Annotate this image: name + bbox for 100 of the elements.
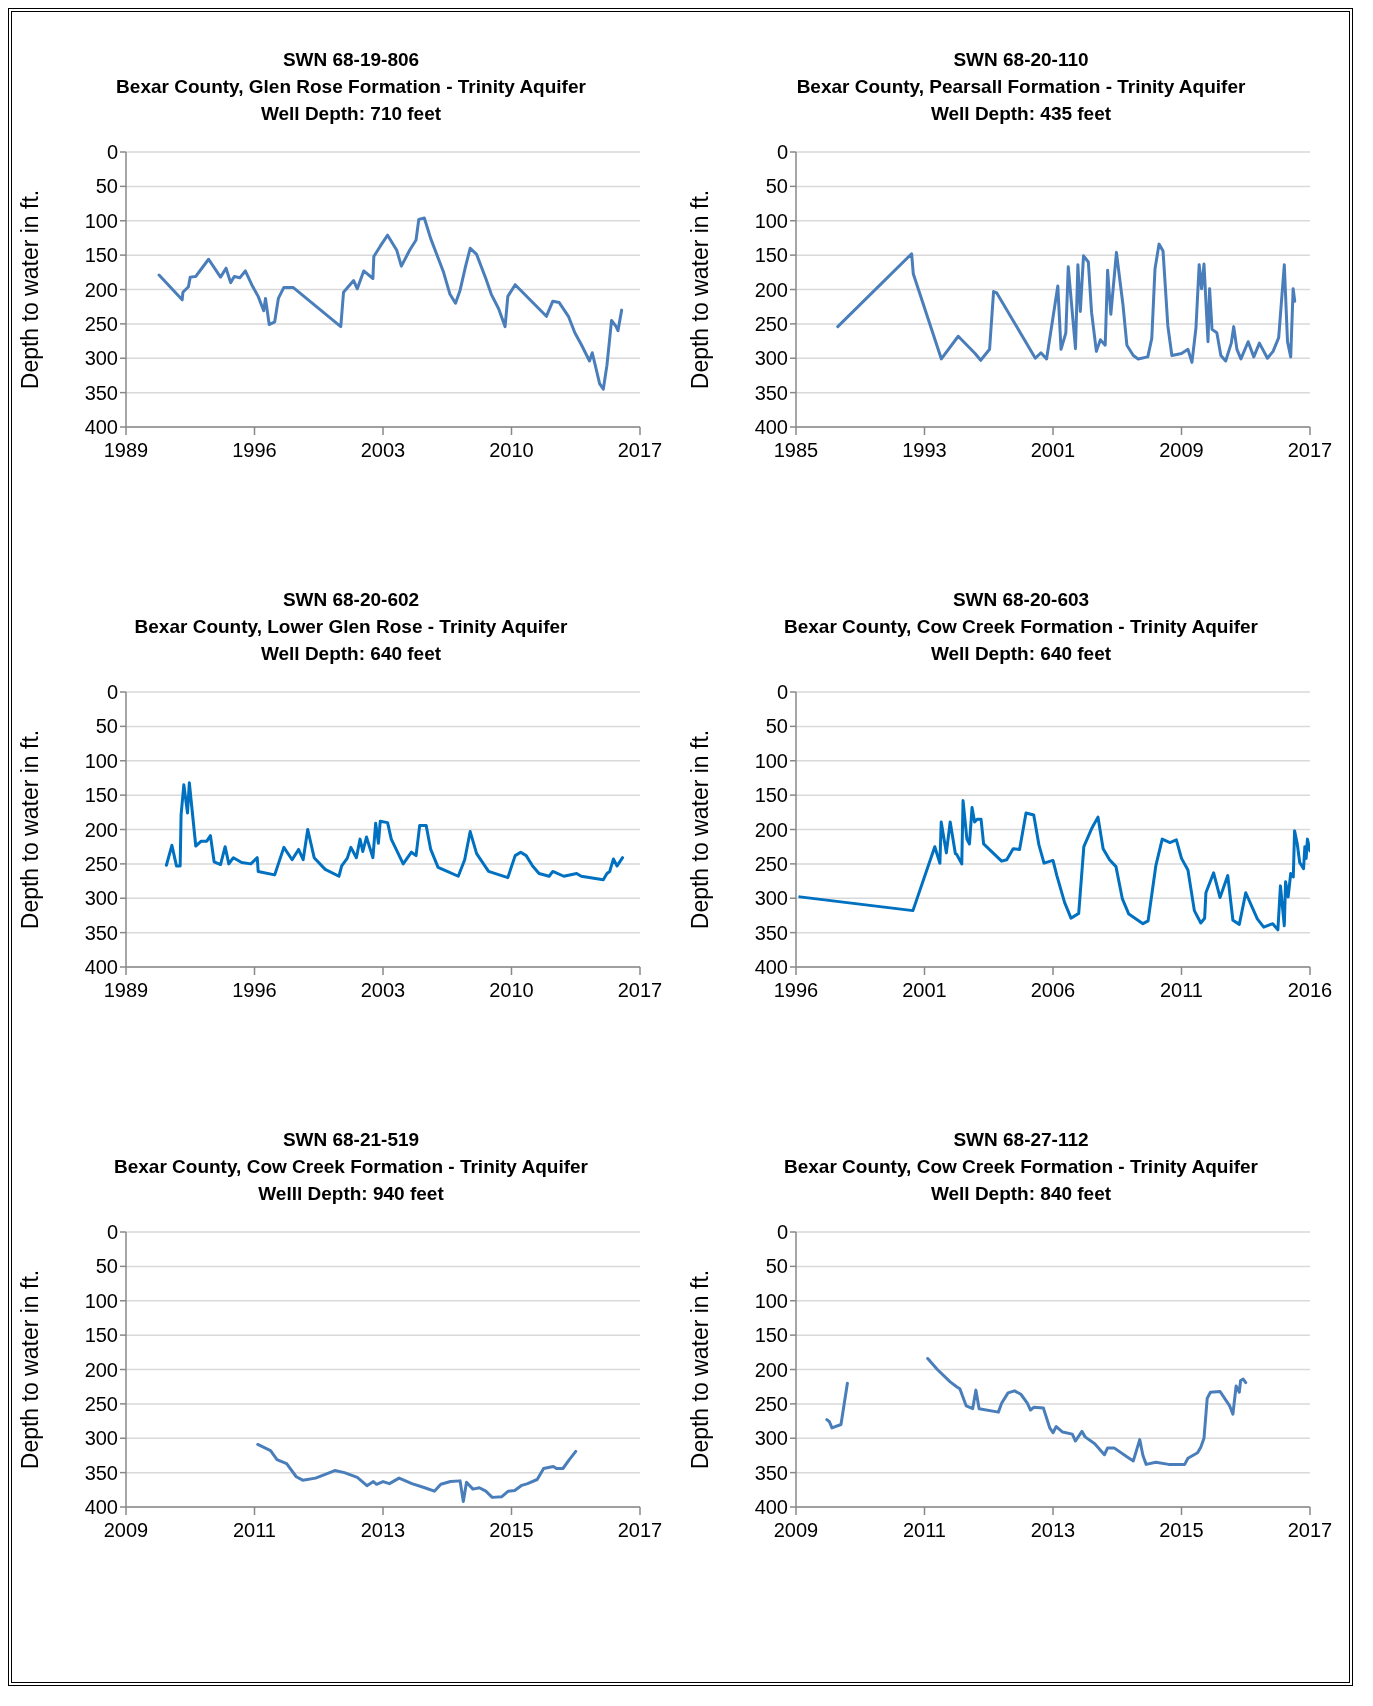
chart-title: SWN 68-27-112 [952, 1128, 1090, 1152]
text: Well Depth: 640 feet [929, 642, 1113, 666]
x-tick-label: 2016 [1287, 979, 1333, 1002]
text: Well Depth: 435 feet [929, 102, 1113, 126]
y-tick-label: 300 [754, 887, 788, 910]
y-tick-label: 50 [765, 715, 788, 738]
y-tick-label: 200 [754, 818, 788, 841]
y-tick-label: 250 [84, 312, 118, 335]
y-axis-title: Depth to water in ft. [17, 1269, 44, 1470]
y-tick-label: 100 [754, 749, 788, 772]
y-tick-label: 300 [754, 1427, 788, 1450]
y-tick-label: 0 [106, 1221, 118, 1244]
y-tick-label: 150 [754, 784, 788, 807]
line-series [256, 1442, 578, 1503]
y-tick-label: 200 [754, 1358, 788, 1381]
line-series [164, 781, 625, 882]
x-tick-label: 2017 [1287, 1519, 1333, 1542]
y-tick-label: 350 [754, 1461, 788, 1484]
x-tick-label: 1989 [103, 979, 149, 1002]
chart-title: SWN 68-20-603 [951, 588, 1091, 612]
y-tick-label: 50 [765, 1255, 788, 1278]
x-tick-label: 2017 [617, 1519, 663, 1542]
y-tick-label: 300 [754, 347, 788, 370]
y-axis-title: Depth to water in ft. [17, 729, 44, 930]
x-tick-label: 2003 [360, 979, 406, 1002]
x-tick-label: 2009 [103, 1519, 149, 1542]
x-tick-label: 2013 [360, 1519, 406, 1542]
chart-subtitle: Bexar County, Cow Creek Formation - Trinity Aquifer [783, 1155, 1259, 1179]
y-tick-label: 250 [754, 312, 788, 335]
chart-title: SWN 68-19-806 [281, 48, 421, 72]
y-tick-label: 200 [754, 278, 788, 301]
x-tick-label: 1996 [232, 979, 277, 1002]
x-tick-label: 2017 [617, 439, 663, 462]
x-tick-label: 2001 [902, 979, 947, 1002]
x-tick-label: 2010 [489, 439, 534, 462]
y-axis-title: Depth to water in ft. [687, 189, 714, 390]
y-tick-label: 300 [84, 887, 118, 910]
x-tick-label: 2009 [1159, 439, 1204, 462]
x-tick-label: 2006 [1030, 979, 1076, 1002]
y-tick-label: 300 [84, 1427, 118, 1450]
x-tick-label: 1985 [773, 439, 819, 462]
chart-subtitle: Bexar County, Cow Creek Formation - Trinity Aquifer [783, 615, 1259, 639]
y-tick-label: 400 [84, 956, 118, 979]
y-tick-label: 0 [776, 141, 788, 164]
chart-title: SWN 68-20-110 [952, 48, 1090, 72]
y-tick-label: 350 [84, 921, 118, 944]
y-tick-label: 0 [776, 681, 788, 704]
y-tick-label: 250 [84, 852, 118, 875]
y-tick-label: 50 [95, 175, 118, 198]
chart-subtitle: Bexar County, Pearsall Formation - Trinity Aquifer [795, 75, 1247, 99]
y-tick-label: 200 [84, 278, 118, 301]
y-tick-label: 150 [84, 1324, 118, 1347]
y-tick-label: 350 [754, 381, 788, 404]
y-tick-label: 100 [84, 749, 118, 772]
y-axis-title: Depth to water in ft. [17, 189, 44, 390]
y-tick-label: 200 [84, 1358, 118, 1381]
text: Well Depth: 710 feet [259, 102, 443, 126]
x-tick-label: 2015 [489, 1519, 534, 1542]
x-tick-label: 2017 [1287, 439, 1333, 462]
y-tick-label: 400 [754, 1496, 788, 1519]
y-axis-title: Depth to water in ft. [687, 1269, 714, 1470]
x-tick-label: 1996 [232, 439, 277, 462]
x-tick-label: 2013 [1030, 1519, 1076, 1542]
x-tick-label: 2011 [902, 1519, 947, 1542]
chart-subtitle: Bexar County, Cow Creek Formation - Trinity Aquifer [113, 1155, 589, 1179]
y-tick-label: 0 [776, 1221, 788, 1244]
y-tick-label: 0 [106, 141, 118, 164]
y-tick-label: 250 [754, 852, 788, 875]
text: Well Depth: 840 feet [929, 1182, 1113, 1206]
y-tick-label: 250 [84, 1392, 118, 1415]
y-tick-label: 400 [84, 1496, 118, 1519]
y-tick-label: 300 [84, 347, 118, 370]
line-series [798, 799, 1310, 932]
y-tick-label: 350 [84, 1461, 118, 1484]
y-tick-label: 150 [84, 784, 118, 807]
y-tick-label: 150 [754, 244, 788, 267]
y-tick-label: 150 [754, 1324, 788, 1347]
x-tick-label: 2011 [1159, 979, 1204, 1002]
y-tick-label: 250 [754, 1392, 788, 1415]
x-tick-label: 2009 [773, 1519, 819, 1542]
y-tick-label: 100 [84, 1289, 118, 1312]
y-axis-title: Depth to water in ft. [687, 729, 714, 930]
y-tick-label: 0 [106, 681, 118, 704]
x-tick-label: 2001 [1030, 439, 1076, 462]
chart-title: SWN 68-20-602 [281, 588, 421, 612]
y-tick-label: 400 [754, 416, 788, 439]
x-tick-label: 1996 [773, 979, 819, 1002]
x-tick-label: 1993 [902, 439, 947, 462]
text: Welll Depth: 940 feet [257, 1182, 445, 1206]
line-series [157, 216, 624, 391]
y-tick-label: 400 [754, 956, 788, 979]
y-tick-label: 50 [95, 1255, 118, 1278]
x-tick-label: 2003 [360, 439, 406, 462]
y-tick-label: 100 [754, 209, 788, 232]
y-tick-label: 50 [765, 175, 788, 198]
y-tick-label: 100 [84, 209, 118, 232]
y-tick-label: 200 [84, 818, 118, 841]
text: Well Depth: 640 feet [259, 642, 443, 666]
y-tick-label: 150 [84, 244, 118, 267]
y-tick-label: 350 [754, 921, 788, 944]
